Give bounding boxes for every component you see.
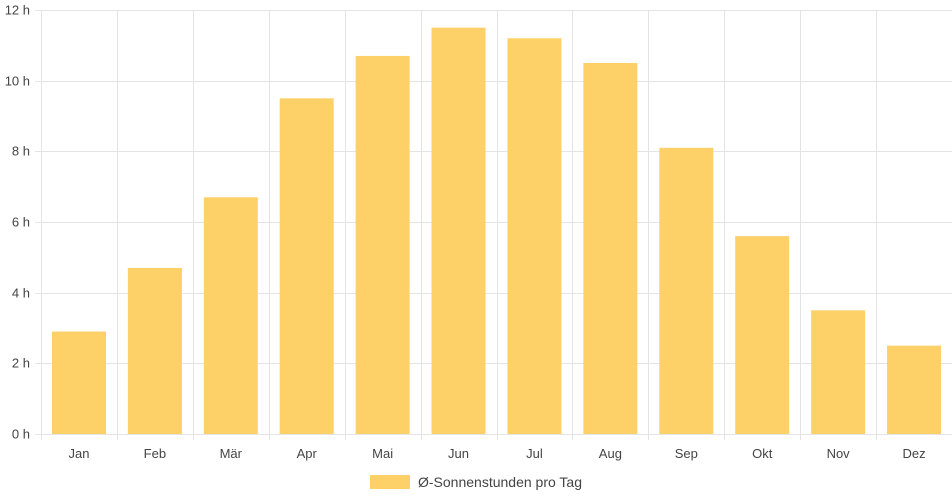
y-tick-label: 10 h: [5, 74, 30, 89]
x-tick-label: Okt: [752, 446, 773, 461]
y-tick-label: 4 h: [12, 286, 30, 301]
legend-label[interactable]: Ø-Sonnenstunden pro Tag: [418, 474, 582, 490]
x-tick-label: Nov: [827, 446, 851, 461]
x-tick-label: Mär: [220, 446, 243, 461]
grid-lines: [35, 10, 952, 440]
legend-swatch[interactable]: [370, 475, 410, 489]
x-tick-label: Dez: [902, 446, 925, 461]
x-tick-label: Jul: [526, 446, 543, 461]
y-tick-label: 0 h: [12, 427, 30, 442]
bar-okt[interactable]: [735, 236, 790, 434]
x-tick-label: Apr: [297, 446, 318, 461]
x-tick-label: Sep: [675, 446, 698, 461]
y-axis-ticks: 0 h 2 h 4 h 6 h 8 h 10 h 12 h: [5, 3, 30, 442]
bar-mai[interactable]: [355, 55, 410, 434]
x-tick-label: Aug: [599, 446, 622, 461]
x-tick-label: Jan: [68, 446, 89, 461]
bar-jul[interactable]: [507, 38, 562, 435]
bar-jan[interactable]: [51, 331, 106, 434]
bar-mär[interactable]: [203, 197, 258, 434]
x-axis-ticks: Jan Feb Mär Apr Mai Jun Jul Aug Sep Okt Nov Dez: [68, 446, 925, 461]
y-tick-label: 8 h: [12, 144, 30, 159]
bar-feb[interactable]: [127, 267, 182, 434]
bar-nov[interactable]: [811, 310, 866, 434]
x-tick-label: Jun: [448, 446, 469, 461]
bar-sep[interactable]: [659, 147, 714, 435]
x-tick-label: Feb: [144, 446, 166, 461]
y-tick-label: 12 h: [5, 3, 30, 18]
bar-aug[interactable]: [583, 63, 638, 434]
x-tick-label: Mai: [372, 446, 393, 461]
bar-jun[interactable]: [431, 27, 486, 435]
legend[interactable]: Ø-Sonnenstunden pro Tag: [370, 474, 582, 490]
y-tick-label: 2 h: [12, 356, 30, 371]
bar-apr[interactable]: [279, 98, 334, 434]
bar-dez[interactable]: [887, 345, 942, 434]
bars: [51, 27, 942, 435]
y-tick-label: 6 h: [12, 215, 30, 230]
